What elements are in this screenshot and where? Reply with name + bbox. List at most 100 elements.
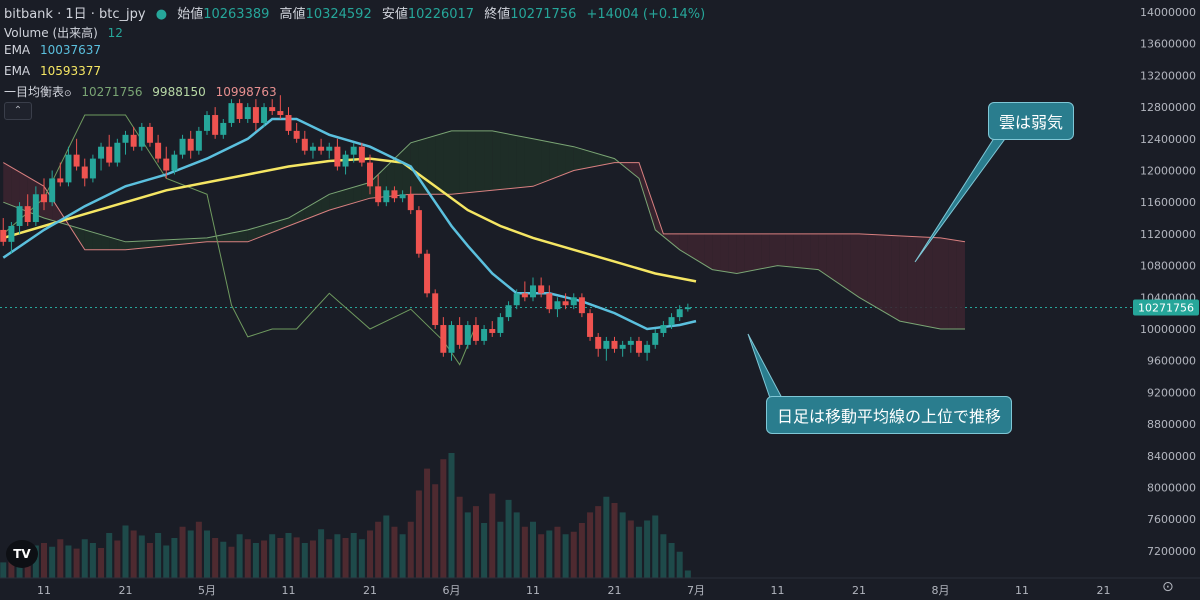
y-tick-label: 7600000 (1147, 513, 1196, 526)
cloud-segment (793, 233, 802, 268)
candle-body (16, 206, 23, 226)
x-tick-label: 21 (1097, 584, 1111, 597)
x-tick-label: 11 (526, 584, 540, 597)
cloud-segment (198, 237, 207, 243)
cloud-segment (956, 240, 965, 329)
y-tick-label: 9200000 (1147, 386, 1196, 399)
cloud-segment (272, 220, 281, 233)
candle-body (399, 194, 406, 199)
volume-bar (676, 551, 683, 578)
ema-fast-legend[interactable]: EMA 10037637 (4, 43, 107, 57)
ichimoku-value-1: 10271756 (81, 85, 143, 99)
cloud-segment (11, 167, 20, 209)
y-tick-label: 14000000 (1140, 6, 1196, 19)
cloud-segment (353, 184, 362, 203)
candle-body (521, 293, 528, 298)
ichimoku-legend[interactable]: 一目均衡表⊙ 10271756 9988150 10998763 (4, 83, 283, 100)
cloud-segment (712, 233, 721, 271)
price-axis[interactable]: 14000000 13600000 13200000 12800000 12400000… (1133, 6, 1199, 558)
cloud-segment (361, 182, 370, 201)
candlesticks (0, 95, 691, 361)
candle-body (530, 285, 536, 298)
volume-bar (578, 523, 585, 578)
price-annotation[interactable]: 日足は移動平均線の上位で推移 (766, 396, 1013, 434)
candle-body (513, 293, 520, 306)
volume-bar (163, 545, 170, 578)
x-tick-label: 5月 (198, 584, 216, 597)
cloud-segment (810, 233, 819, 270)
volume-bar (611, 503, 618, 578)
volume-bar (668, 543, 675, 578)
symbol-dot: ● (155, 7, 168, 22)
cloud-segment (883, 235, 892, 317)
cloud-annotation[interactable]: 雲は弱気 (988, 102, 1075, 140)
candle-body (391, 190, 398, 199)
ema-slow-legend[interactable]: EMA 10593377 (4, 64, 107, 78)
candle-body (456, 325, 463, 345)
ema-slow-label: EMA (4, 64, 31, 78)
x-tick-label: 8月 (932, 584, 950, 597)
cloud-segment (166, 239, 175, 246)
cloud-segment (875, 234, 884, 312)
cloud-segment (321, 194, 330, 214)
candle-body (472, 325, 479, 341)
time-axis[interactable]: 11 21 5月 11 21 6月 11 21 7月 11 21 8月 11 21 (0, 577, 1200, 597)
volume-bar (481, 523, 488, 578)
volume-legend[interactable]: Volume (出来高) 12 (4, 24, 129, 41)
volume-bar (0, 562, 7, 578)
cloud-segment (451, 130, 460, 195)
candle-body (228, 103, 235, 123)
x-tick-label: 21 (119, 584, 133, 597)
symbol-title[interactable]: bitbank · 1日 · btc_jpy (4, 7, 146, 22)
cloud-segment (52, 199, 61, 223)
volume-bar (342, 538, 349, 578)
candle-body (277, 111, 284, 116)
candle-body (32, 194, 39, 223)
volume-bar (464, 512, 471, 578)
cloud-segment (255, 225, 265, 239)
cloud-segment (891, 235, 900, 322)
ema-fast-value: 10037637 (39, 43, 102, 57)
settings-icon[interactable]: ⊙ (1162, 579, 1174, 595)
cloud-segment (337, 189, 346, 208)
cloud-segment (117, 239, 126, 250)
volume-bar (603, 496, 610, 578)
candle-body (65, 154, 72, 183)
x-tick-label: 6月 (443, 584, 461, 597)
candle-body (627, 340, 634, 345)
tradingview-logo[interactable]: TV (6, 540, 38, 568)
volume-bar (204, 530, 210, 578)
cloud-segment (647, 186, 656, 230)
close-value: 10271756 (510, 7, 577, 22)
candle-body (269, 107, 276, 112)
cloud-segment (850, 233, 859, 298)
cloud-segment (541, 140, 550, 184)
ichimoku-value-3: 10998763 (215, 85, 277, 99)
cloud-segment (679, 233, 688, 255)
candle-body (81, 166, 88, 179)
volume-bar (334, 534, 341, 578)
candle-body (334, 146, 341, 167)
candle-body (497, 317, 504, 333)
candle-body (587, 313, 594, 337)
close-label: 終値 (484, 7, 511, 22)
cloud-segment (84, 229, 93, 250)
open-label: 始値 (177, 7, 204, 22)
cloud-segment (264, 222, 273, 236)
y-tick-label: 10800000 (1140, 260, 1196, 273)
cloud-segment (190, 238, 199, 244)
volume-bar (505, 499, 512, 578)
cloud-segment (834, 233, 843, 287)
candle-body (611, 340, 618, 349)
cloud-segment (704, 233, 713, 270)
collapse-legend-button[interactable]: ⌃ (4, 102, 32, 120)
senkou-span-b (3, 162, 966, 251)
volume-bar (285, 533, 292, 578)
cloud-segment (109, 237, 118, 250)
cloud-segment (141, 240, 150, 249)
volume-bar (513, 512, 520, 578)
volume-bar (106, 533, 113, 578)
high-value: 10324592 (305, 7, 372, 22)
cloud-segment (859, 233, 868, 303)
